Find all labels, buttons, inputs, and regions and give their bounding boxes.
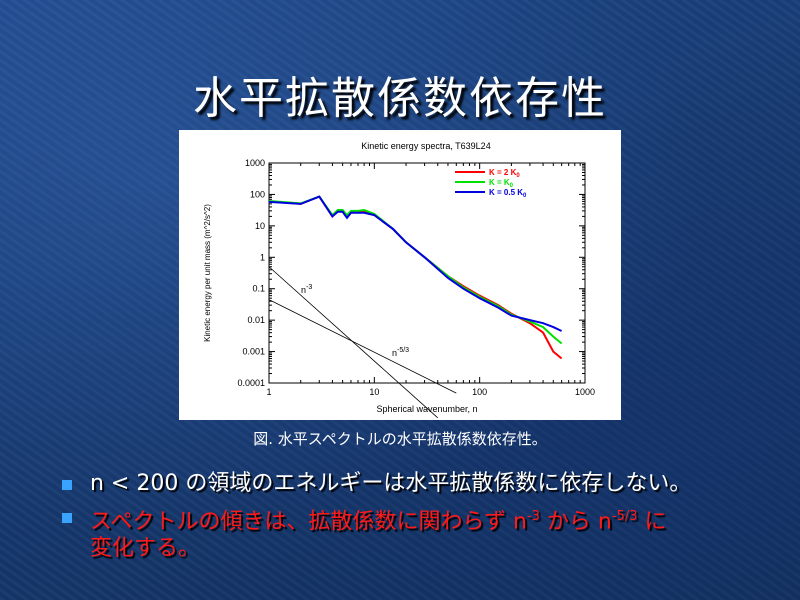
y-tick-label: 0.001: [242, 347, 265, 357]
x-tick-label: 1000: [575, 387, 595, 397]
x-axis-label: Spherical wavenumber, n: [376, 404, 477, 414]
exponent-n-5-3: -5/3: [611, 509, 638, 524]
legend-label: K = 0.5 K0: [489, 188, 527, 199]
y-tick-label: 100: [250, 189, 265, 199]
series-line: [268, 195, 563, 332]
series-line: [268, 195, 563, 360]
bullet-square-icon: [62, 480, 72, 490]
exponent-n-3: -3: [526, 509, 540, 524]
reference-line-label: n-5/3: [392, 347, 409, 358]
bullet-text-2b: から n: [539, 509, 612, 535]
x-tick-label: 100: [472, 387, 487, 397]
y-tick-label: 0.1: [252, 284, 265, 294]
chart-title: Kinetic energy spectra, T639L24: [361, 141, 490, 151]
bullet-item-1: n < 200 の領域のエネルギーは水平拡散係数に依存しない。: [60, 470, 780, 497]
reference-line: [268, 299, 457, 394]
x-tick-label: 1: [266, 387, 271, 397]
chart-figure: Kinetic energy spectra, T639L24 1 10 100 10…: [179, 130, 621, 420]
reference-line-label: n-3: [301, 284, 312, 295]
legend-label: K = K0: [489, 178, 514, 189]
x-tick-label: 10: [369, 387, 379, 397]
y-tick-label: 1000: [245, 158, 265, 168]
bullet-text-2a: スペクトルの傾きは、拡散係数に関わらず n: [90, 509, 527, 535]
y-tick-label: 1: [260, 252, 265, 262]
slide-title: 水平拡散係数依存性: [193, 73, 607, 124]
bullet-item-2: スペクトルの傾きは、拡散係数に関わらず n-3 から n-5/3 に 変化する。: [60, 503, 780, 562]
y-tick-label: 0.0001: [237, 378, 265, 388]
reference-line: [268, 266, 439, 419]
plot-frame: [268, 162, 586, 384]
bullet-text-1: n < 200 の領域のエネルギーは水平拡散係数に依存しない。: [90, 471, 692, 496]
legend-label: K = 2 K0: [489, 168, 520, 179]
spectrum-chart: Kinetic energy spectra, T639L24 1 10 100 10…: [203, 141, 595, 419]
bullet-text-2c: に: [637, 509, 667, 535]
y-axis-label: Kinetic energy per unit mass (m^2/s^2): [203, 204, 212, 342]
bullet-square-icon: [62, 513, 72, 523]
y-tick-label: 10: [255, 221, 265, 231]
bullet-text-2d: 変化する。: [90, 536, 201, 562]
y-tick-label: 0.01: [247, 315, 265, 325]
bullet-list: n < 200 の領域のエネルギーは水平拡散係数に依存しない。 スペクトルの傾き…: [60, 470, 780, 568]
figure-caption: 図. 水平スペクトルの水平拡散係数依存性。: [253, 430, 547, 448]
